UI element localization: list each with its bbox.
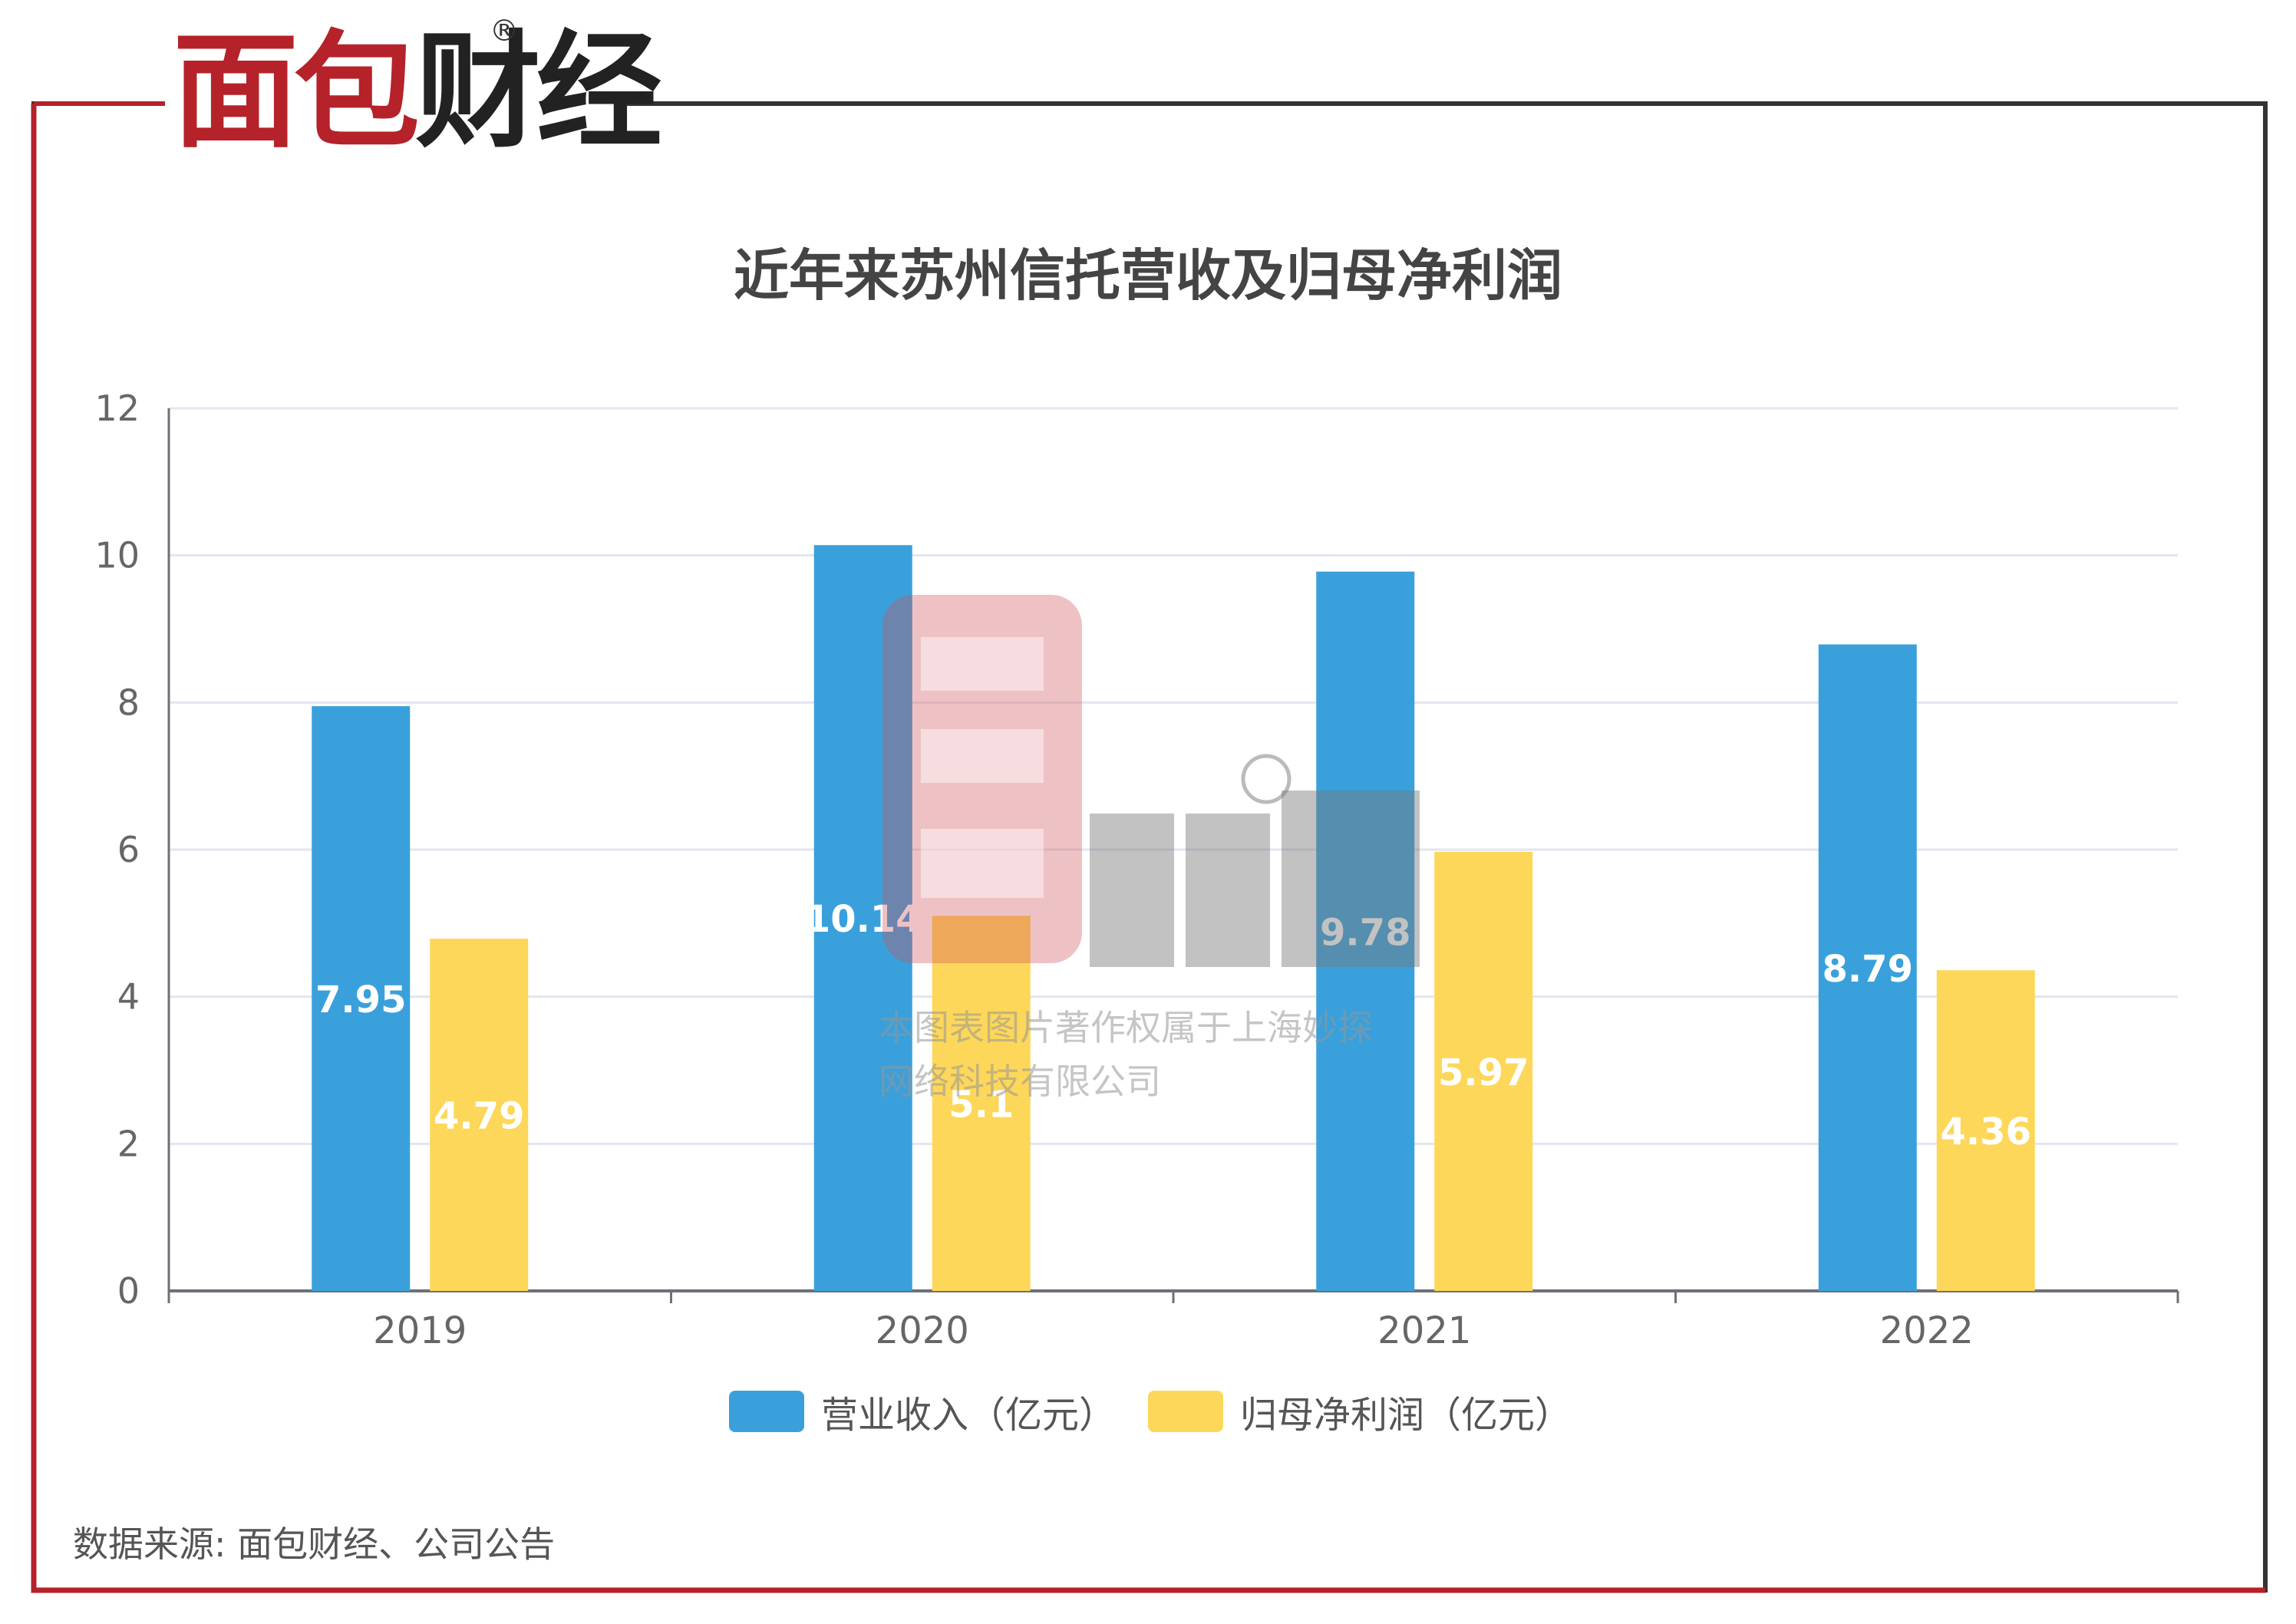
bar-revenue xyxy=(1316,571,1415,1291)
bar-profit xyxy=(430,938,529,1291)
legend-swatch-profit xyxy=(1148,1391,1223,1432)
y-tick-label: 6 xyxy=(117,829,140,870)
bar-profit xyxy=(1936,970,2035,1291)
data-label: 9.78 xyxy=(1320,911,1410,954)
brand-logo: 面包财经 xyxy=(173,29,662,155)
x-tick-label: 2019 xyxy=(373,1309,467,1352)
y-tick-label: 0 xyxy=(117,1270,140,1312)
bar-revenue xyxy=(1818,644,1917,1291)
data-source: 数据来源: 面包财经、公司公告 xyxy=(73,1523,556,1565)
data-label: 4.36 xyxy=(1941,1111,2031,1154)
y-tick-label: 10 xyxy=(94,535,140,576)
data-label: 5.97 xyxy=(1438,1051,1529,1094)
data-label: 5.1 xyxy=(948,1084,1014,1127)
bar-profit xyxy=(1434,851,1533,1291)
bar-revenue xyxy=(813,545,912,1291)
data-label: 10.14 xyxy=(805,898,922,941)
x-tick-label: 2022 xyxy=(1880,1309,1974,1352)
logo xyxy=(165,14,625,167)
bar-profit xyxy=(932,916,1031,1291)
x-tick-label: 2020 xyxy=(876,1309,969,1352)
legend-label-profit: 归母净利润（亿元） xyxy=(1240,1394,1572,1437)
data-label: 8.79 xyxy=(1823,948,1913,991)
registered-mark: ® xyxy=(490,14,519,48)
bar-revenue xyxy=(312,706,411,1291)
legend-swatch-revenue xyxy=(729,1391,804,1432)
legend-label-revenue: 营业收入（亿元） xyxy=(821,1394,1117,1437)
logo-red-text: 面包 xyxy=(173,18,420,165)
y-tick-label: 12 xyxy=(94,388,140,429)
chart-title: 近年来苏州信托营收及归母净利润 xyxy=(733,243,1562,308)
y-tick-label: 8 xyxy=(117,682,140,723)
logo-dark-text: 财经 xyxy=(415,18,662,165)
data-label: 7.95 xyxy=(315,979,406,1022)
y-tick-label: 2 xyxy=(117,1123,140,1164)
legend-item-revenue: 营业收入（亿元） xyxy=(729,1385,1116,1438)
y-tick-label: 4 xyxy=(117,976,140,1018)
x-tick-label: 2021 xyxy=(1377,1309,1471,1352)
data-label: 4.79 xyxy=(434,1094,524,1137)
legend-item-profit: 归母净利润（亿元） xyxy=(1148,1385,1572,1438)
